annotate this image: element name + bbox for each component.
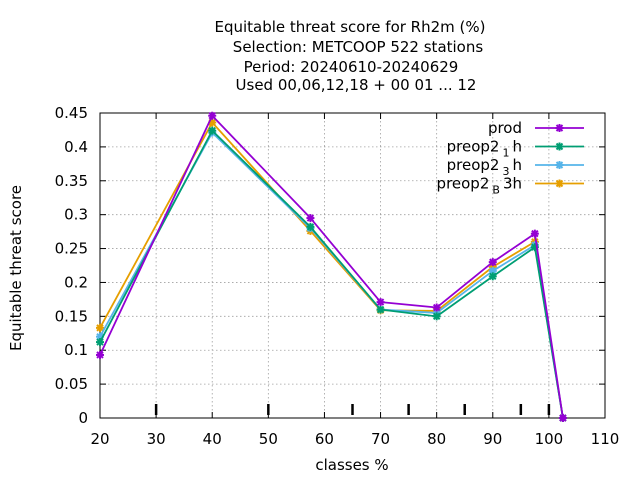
legend-label-after: h (512, 138, 522, 156)
y-tick-label: 0 (78, 409, 88, 427)
series-line-preop2_1h (99, 129, 564, 419)
x-tick-label: 90 (483, 430, 502, 448)
series-line-preop2_3h (99, 131, 564, 419)
legend-label-after: h (512, 156, 522, 174)
y-tick-label: 0.05 (55, 375, 88, 393)
data-point (530, 229, 539, 238)
data-point (555, 179, 564, 188)
y-tick-label: 0.2 (64, 273, 88, 291)
data-point (555, 124, 564, 132)
data-point (306, 222, 315, 231)
legend-label-preop2_1h: preop2 1 h (447, 138, 522, 160)
x-tick-label: 40 (203, 430, 222, 448)
legend-label-sub: 1 (502, 147, 509, 160)
data-point (96, 323, 104, 332)
legend-label-main: preop2 (437, 175, 490, 193)
data-point (306, 214, 315, 223)
legend-label-main: preop2 (447, 138, 500, 156)
title-line-1: Equitable threat score for Rh2m (%) (214, 18, 485, 36)
x-tick-label: 30 (147, 430, 166, 448)
data-point (555, 142, 564, 151)
y-tick-label: 0.35 (55, 172, 88, 190)
x-tick-label: 80 (427, 430, 446, 448)
title-line-2: Selection: METCOOP 522 stations (233, 38, 484, 56)
x-tick-label: 110 (591, 430, 620, 448)
x-axis-label: classes % (315, 456, 388, 474)
y-tick-label: 0.25 (55, 240, 88, 258)
x-tick-label: 100 (535, 430, 564, 448)
legend-label-main: preop2 (447, 156, 500, 174)
data-point (432, 312, 441, 321)
data-point (376, 305, 385, 314)
data-point (432, 303, 441, 312)
data-point (96, 350, 104, 359)
y-tick-label: 0.45 (55, 104, 88, 122)
x-tick-label: 60 (315, 430, 334, 448)
y-tick-label: 0.3 (64, 206, 88, 224)
data-point (208, 111, 217, 120)
series-group (96, 111, 567, 422)
legend-label-after: 3h (503, 175, 522, 193)
data-point (558, 414, 567, 422)
legend-label-prod: prod (488, 119, 522, 137)
x-tick-label: 50 (259, 430, 278, 448)
y-axis-label: Equitable threat score (7, 185, 25, 351)
plot-frame (99, 112, 606, 419)
class-markers (154, 404, 551, 415)
data-point (555, 161, 564, 169)
series-line-prod (99, 114, 564, 419)
chart-title: Equitable threat score for Rh2m (%) Sele… (214, 18, 485, 94)
data-point (208, 126, 217, 135)
data-point (376, 298, 385, 307)
legend-label-sub: B (492, 184, 500, 197)
data-point (488, 258, 497, 267)
x-tick-label: 20 (90, 430, 109, 448)
x-tick-label: 70 (371, 430, 390, 448)
title-line-4: Used 00,06,12,18 + 00 01 ... 12 (236, 76, 477, 94)
legend-label-preop2_3h: preop2 3 h (447, 156, 522, 178)
axes: 20 30 40 50 60 70 80 90 100 110 0 0.05 0.1 0.15 0.2 0.2… (55, 104, 620, 448)
data-point (96, 338, 104, 347)
y-tick-label: 0.15 (55, 307, 88, 325)
legend-label-main: prod (488, 119, 522, 137)
y-tick-label: 0.4 (64, 138, 88, 156)
y-tick-label: 0.1 (64, 341, 88, 359)
grid (100, 113, 605, 418)
legend-label-preop2_B3h: preop2 B 3h (437, 175, 522, 197)
data-point (488, 272, 497, 281)
title-line-3: Period: 20240610-20240629 (244, 58, 459, 76)
legend-label-sub: 3 (502, 165, 509, 178)
